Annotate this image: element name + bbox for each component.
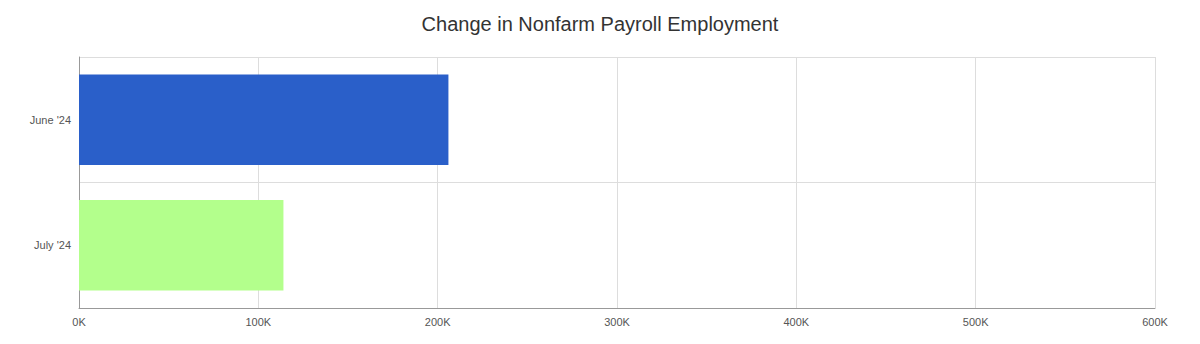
svg-text:200K: 200K xyxy=(425,316,451,328)
svg-text:500K: 500K xyxy=(963,316,989,328)
svg-text:0K: 0K xyxy=(72,316,86,328)
svg-text:Change in Nonfarm Payroll Empl: Change in Nonfarm Payroll Employment xyxy=(422,13,779,35)
svg-text:June '24: June '24 xyxy=(30,114,71,126)
svg-text:300K: 300K xyxy=(604,316,630,328)
svg-text:100K: 100K xyxy=(245,316,271,328)
svg-text:600K: 600K xyxy=(1142,316,1168,328)
svg-text:400K: 400K xyxy=(783,316,809,328)
svg-text:July '24: July '24 xyxy=(34,239,71,251)
